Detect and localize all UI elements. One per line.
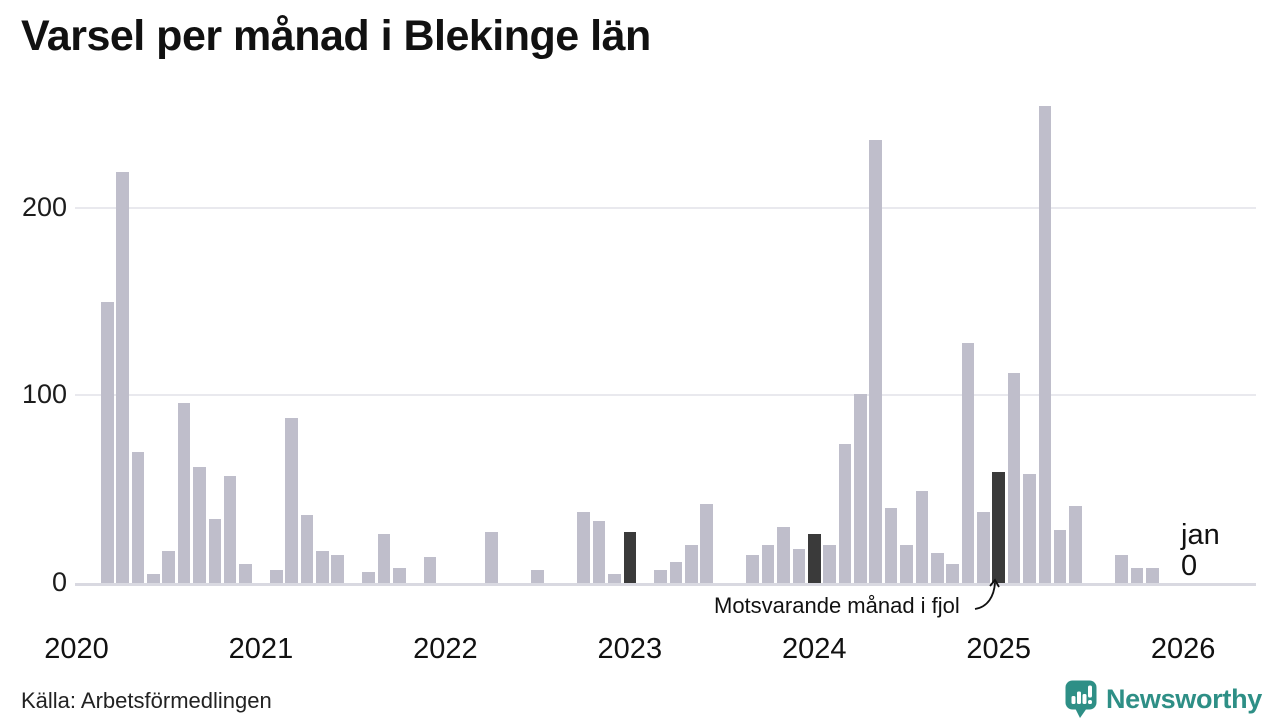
bar-2021-5 xyxy=(316,551,329,583)
newsworthy-icon xyxy=(1065,680,1097,718)
bar-2023-5 xyxy=(685,545,698,583)
bar-2023-11 xyxy=(777,526,790,583)
bar-2020-8 xyxy=(177,402,191,583)
bar-2024-10 xyxy=(946,564,959,583)
bar-2020-6 xyxy=(147,573,160,583)
source-label: Källa: Arbetsförmedlingen xyxy=(21,688,272,713)
bar-2024-12 xyxy=(977,511,990,583)
bar-2021-12 xyxy=(423,556,437,583)
bar-2020-11 xyxy=(223,476,237,583)
bar-2020-5 xyxy=(131,451,145,583)
latest-month-label: jan 0 xyxy=(1181,520,1220,582)
y-tick-label-0: 0 xyxy=(51,566,67,597)
newsworthy-wordmark: Newsworthy xyxy=(1105,683,1262,714)
bar-2023-1 xyxy=(623,532,637,583)
bar-2024-8 xyxy=(915,491,929,583)
bar-2025-2 xyxy=(1007,372,1021,583)
bar-2022-7 xyxy=(531,569,544,583)
latest-month-value: 0 xyxy=(1181,550,1198,582)
bar-2020-4 xyxy=(116,172,129,583)
bar-2022-10 xyxy=(577,511,590,583)
bar-2021-2 xyxy=(270,569,283,583)
y-tick-label-100: 100 xyxy=(21,379,67,410)
bar-2024-9 xyxy=(930,552,944,583)
bar-2023-3 xyxy=(654,569,667,583)
bar-2022-4 xyxy=(485,532,498,583)
x-tick-label-2022: 2022 xyxy=(413,633,478,665)
bar-2025-10 xyxy=(1130,567,1144,583)
bar-2025-9 xyxy=(1115,554,1128,583)
bar-2021-4 xyxy=(300,515,314,583)
bar-2020-3 xyxy=(100,301,114,583)
bar-2024-3 xyxy=(838,444,852,583)
bar-2024-2 xyxy=(823,545,836,583)
bar-2023-10 xyxy=(761,545,775,583)
bar-2020-10 xyxy=(208,519,222,583)
gridline-y100 xyxy=(75,394,1256,397)
bar-2021-3 xyxy=(285,417,298,583)
x-tick-label-2021: 2021 xyxy=(228,633,294,665)
x-axis-baseline xyxy=(75,583,1256,586)
bar-2022-11 xyxy=(592,521,606,583)
x-tick-label-2026: 2026 xyxy=(1150,633,1216,665)
bar-2023-12 xyxy=(792,549,806,583)
bar-2020-7 xyxy=(162,551,175,583)
bar-2021-10 xyxy=(392,567,406,583)
bar-2020-9 xyxy=(193,466,206,583)
bar-2021-9 xyxy=(377,534,391,583)
bar-2021-8 xyxy=(362,571,375,583)
bar-2023-6 xyxy=(700,504,713,583)
y-tick-label-200: 200 xyxy=(21,191,67,222)
gridline-y200 xyxy=(75,206,1256,209)
bar-2024-7 xyxy=(900,545,913,583)
bar-2023-4 xyxy=(669,562,683,583)
bar-2022-12 xyxy=(608,573,621,583)
bar-2024-11 xyxy=(961,342,975,583)
bar-2025-1 xyxy=(992,472,1005,583)
bar-2024-1 xyxy=(807,534,821,583)
bar-2021-6 xyxy=(331,554,345,583)
bar-2025-6 xyxy=(1069,506,1082,583)
latest-month-name: jan xyxy=(1181,519,1220,551)
annotation-label: Motsvarande månad i fjol xyxy=(714,593,960,618)
annotation-arrow-icon xyxy=(974,578,1000,610)
bar-2024-4 xyxy=(854,393,867,583)
bar-2024-6 xyxy=(884,507,898,583)
x-tick-label-2023: 2023 xyxy=(597,633,663,665)
bar-2025-5 xyxy=(1053,530,1067,583)
x-tick-label-2025: 2025 xyxy=(966,633,1031,665)
bar-2025-11 xyxy=(1146,567,1159,583)
bar-2023-9 xyxy=(746,554,760,583)
bar-2025-4 xyxy=(1038,106,1052,583)
bar-2024-5 xyxy=(869,140,883,583)
newsworthy-logo: Newsworthy xyxy=(1064,678,1262,720)
bar-2020-12 xyxy=(239,564,252,583)
x-tick-label-2020: 2020 xyxy=(44,633,109,665)
chart-title: Varsel per månad i Blekinge län xyxy=(21,12,651,60)
x-tick-label-2024: 2024 xyxy=(781,633,847,665)
bar-2025-3 xyxy=(1023,474,1036,583)
